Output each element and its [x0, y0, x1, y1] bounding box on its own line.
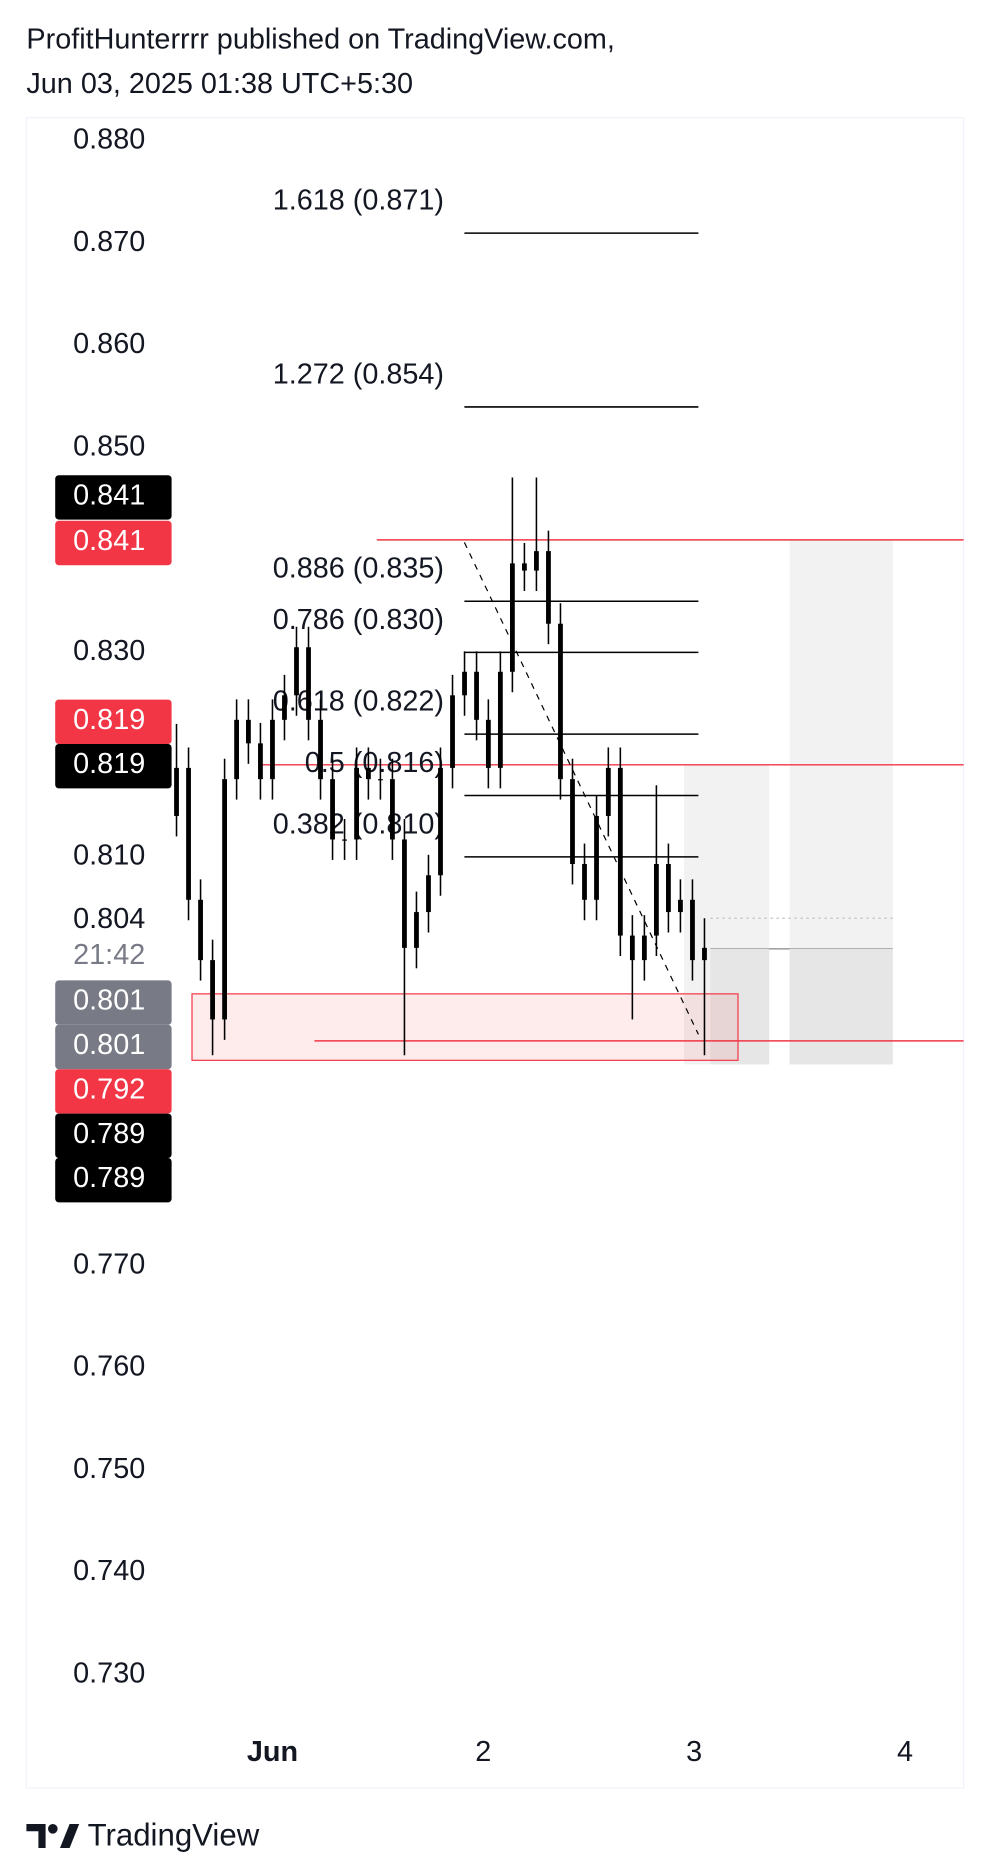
price-label-box: [55, 1113, 172, 1159]
candle-body: [570, 779, 575, 865]
candle-body: [318, 719, 323, 780]
price-label-box: [55, 980, 172, 1025]
plot-frame: [25, 117, 965, 1789]
candle-body: [378, 779, 383, 781]
candle-body: [294, 647, 299, 696]
tv-logo: [26, 1824, 80, 1849]
position-lower: [710, 948, 770, 1065]
fib-trend: [463, 542, 699, 1035]
candle-body: [497, 671, 503, 768]
candle-body: [402, 839, 407, 948]
y-tick-label: 0.740: [73, 1555, 145, 1587]
candle-body: [702, 947, 707, 961]
footer-brand: TradingView: [88, 1817, 260, 1852]
x-tick-label: 3: [686, 1736, 702, 1768]
countdown: 21:42: [73, 939, 145, 971]
y-tick-label: 0.730: [73, 1657, 145, 1689]
position-lower: [789, 948, 893, 1065]
x-tick-label: 2: [475, 1736, 491, 1768]
candle-body: [186, 767, 191, 900]
fib-label: 0.786 (0.830): [273, 604, 444, 636]
price-label-box: [55, 699, 172, 745]
candle-body: [330, 779, 335, 840]
candle-body: [534, 551, 539, 571]
candle-body: [414, 912, 419, 948]
candle-body: [474, 671, 479, 720]
candle-body: [617, 767, 623, 936]
candle-body: [678, 899, 683, 913]
y-tick-label: 0.870: [73, 226, 145, 258]
y-tick-label: 0.880: [73, 124, 145, 156]
candle-body: [605, 767, 611, 816]
price-label-box: [55, 1069, 172, 1114]
candle-body: [342, 839, 347, 841]
y-tick-label: 0.850: [73, 430, 145, 462]
price-label: 0.789: [73, 1118, 145, 1150]
candle-body: [210, 960, 215, 1020]
candle-body: [558, 623, 563, 780]
y-tick-label: 0.770: [73, 1248, 145, 1280]
candle-body: [522, 563, 527, 571]
fib-label: 1.272 (0.854): [273, 358, 444, 390]
candle-body: [438, 767, 443, 876]
candle-body: [426, 875, 431, 913]
price-label-box: [55, 1024, 172, 1070]
candle-body: [666, 864, 671, 913]
price-label-box: [55, 1158, 172, 1203]
y-tick-label: 0.830: [73, 635, 145, 667]
candle-body: [354, 767, 359, 840]
candle-body: [546, 551, 551, 624]
fib-label: 0.886 (0.835): [273, 553, 444, 585]
y-tick-label: 0.750: [73, 1453, 145, 1485]
candle-body: [629, 935, 635, 961]
price-label: 0.801: [73, 1029, 145, 1061]
candle-body: [258, 743, 263, 780]
price-label: 0.801: [73, 985, 145, 1017]
candle-body: [485, 719, 491, 768]
candle-body: [690, 899, 695, 961]
candle-body: [174, 767, 179, 816]
price-label: 0.789: [73, 1162, 145, 1194]
candle-body: [234, 719, 240, 780]
candle-body: [306, 647, 311, 720]
y-tick-label: 0.860: [73, 328, 145, 360]
candle-body: [222, 779, 227, 1020]
candle-body: [270, 719, 275, 780]
candle-body: [654, 864, 659, 936]
candle-body: [198, 899, 203, 961]
price-label: 0.819: [73, 704, 145, 736]
author-line: ProfitHunterrrr published on TradingView…: [26, 23, 614, 55]
fib-label: 1.618 (0.871): [273, 185, 444, 217]
candle-body: [509, 563, 515, 672]
x-tick-label: Jun: [247, 1736, 298, 1768]
fib-label: 0.5 (0.816): [305, 747, 444, 779]
candle-body: [365, 767, 371, 780]
y-tick-label: 0.760: [73, 1351, 145, 1383]
candle-body: [582, 864, 587, 900]
y-tick-label: 0.810: [73, 839, 145, 871]
candle-body: [282, 695, 287, 720]
price-label: 0.841: [73, 525, 145, 557]
candle-body: [462, 671, 467, 696]
candle-body: [246, 719, 251, 744]
x-tick-label: 4: [897, 1736, 913, 1768]
date-line: Jun 03, 2025 01:38 UTC+5:30: [26, 68, 413, 100]
candle-body: [450, 695, 455, 768]
fib-label: 0.618 (0.822): [273, 686, 444, 718]
price-label-box: [55, 744, 172, 789]
price-label: 0.841: [73, 479, 145, 511]
demand-zone: [191, 993, 739, 1061]
price-label-box: [55, 520, 172, 566]
price-label: 0.819: [73, 748, 145, 780]
price-label-box: [55, 475, 172, 520]
candle-body: [594, 815, 599, 900]
price-label: 0.804: [73, 903, 145, 935]
candle-body: [641, 935, 647, 961]
candle-body: [390, 779, 395, 840]
price-label: 0.792: [73, 1073, 145, 1105]
